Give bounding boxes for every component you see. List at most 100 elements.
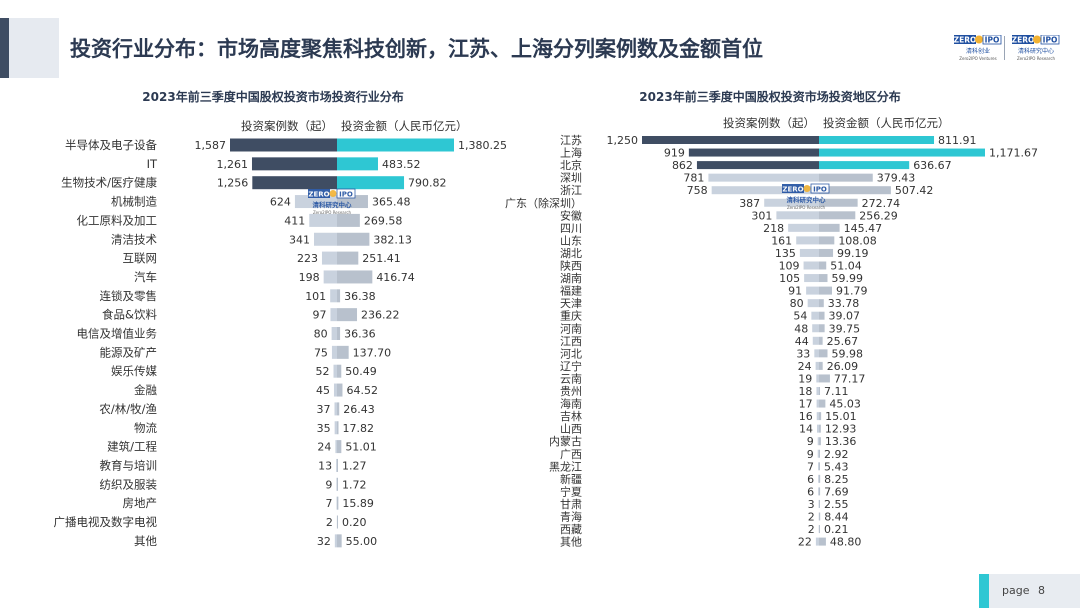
count-value-label: 2: [326, 516, 333, 529]
amount-value-label: 12.93: [825, 423, 857, 436]
amount-bar: [819, 474, 821, 483]
svg-text:ZERO: ZERO: [1012, 36, 1035, 45]
category-label: 北京: [560, 158, 582, 172]
count-value-label: 3: [808, 498, 815, 511]
category-label: 广东（除深圳）: [505, 196, 582, 210]
amount-bar: [819, 525, 820, 534]
watermark-mark-a-box: [782, 184, 804, 193]
amount-bar: [819, 136, 935, 144]
chart-title: 2023年前三季度中国股权投资市场投资地区分布: [639, 89, 900, 104]
count-bar: [788, 223, 819, 232]
amount-value-label: 0.20: [342, 516, 367, 529]
count-value-label: 54: [793, 310, 807, 323]
count-bar: [230, 138, 337, 152]
amount-value-label: 251.41: [362, 252, 401, 265]
amount-bar: [337, 251, 359, 265]
count-value-label: 35: [317, 422, 331, 435]
amount-bar: [819, 424, 821, 433]
count-bar: [321, 251, 337, 265]
category-label: 西藏: [560, 523, 582, 536]
count-bar: [818, 474, 820, 483]
count-value-label: 45: [316, 384, 330, 397]
count-bar: [334, 534, 337, 548]
amount-value-label: 379.43: [877, 172, 916, 185]
count-value-label: 2: [808, 523, 815, 536]
count-value-label: 341: [289, 233, 310, 246]
amount-bar: [819, 336, 823, 345]
category-label: 内蒙古: [549, 434, 582, 448]
category-label: 海南: [560, 397, 582, 411]
amount-bar: [337, 458, 338, 472]
category-label: 食品&饮料: [102, 308, 157, 322]
amount-bar: [819, 487, 821, 496]
category-label: 新疆: [560, 472, 582, 486]
zero2ipo-ventures-logo: ZERO IPO 清科创业 Zero2IPO Ventures: [954, 35, 1002, 61]
count-bar: [711, 186, 819, 195]
amount-value-label: 26.43: [343, 403, 375, 416]
amount-value-label: 91.79: [836, 285, 868, 298]
count-bar: [314, 232, 337, 246]
count-value-label: 624: [270, 196, 291, 209]
amount-bar: [337, 421, 339, 435]
count-bar: [333, 364, 337, 378]
amount-value-label: 15.01: [825, 410, 857, 423]
watermark-name: 清科研究中心: [787, 195, 827, 204]
amount-bar: [337, 534, 342, 548]
category-label: 河南: [560, 322, 582, 335]
amount-bar: [819, 236, 835, 245]
amount-bar: [337, 496, 339, 510]
category-label: 生物技术/医疗健康: [61, 176, 157, 190]
count-value-label: 80: [314, 328, 328, 341]
amount-bar: [819, 499, 820, 508]
watermark-mark-a: ZERO: [782, 186, 803, 194]
amount-value-label: 416.74: [376, 271, 415, 284]
category-label: 广西: [560, 448, 582, 461]
count-value-label: 135: [775, 247, 796, 260]
category-label: 安徽: [560, 208, 582, 222]
count-bar: [330, 308, 337, 322]
count-value-label: 2: [808, 511, 815, 524]
category-label: 建筑/工程: [107, 440, 157, 454]
amount-value-label: 25.67: [827, 335, 859, 348]
amount-value-label: 2.92: [824, 448, 849, 461]
legend-count: 投资案例数（起）: [241, 119, 333, 133]
category-label: 农/林/牧/渔: [99, 402, 157, 416]
count-value-label: 80: [790, 297, 804, 310]
count-value-label: 33: [796, 347, 810, 360]
amount-value-label: 256.29: [859, 209, 898, 222]
count-value-label: 105: [779, 272, 800, 285]
zero2ipo-research-logo: ZERO IPO 清科研究中心 Zero2IPO Research: [1012, 35, 1060, 61]
amount-value-label: 7.11: [824, 385, 849, 398]
count-bar: [330, 289, 337, 303]
amount-value-label: 108.08: [838, 234, 877, 247]
watermark-mark-b: IPO: [339, 191, 353, 199]
watermark-dot: [803, 185, 811, 192]
count-value-label: 1,250: [607, 134, 639, 147]
amount-bar: [337, 402, 340, 416]
amount-bar: [819, 261, 827, 270]
category-label: 上海: [560, 146, 582, 160]
count-bar: [335, 440, 337, 454]
category-label: 浙江: [560, 184, 582, 197]
count-value-label: 301: [751, 209, 772, 222]
count-value-label: 97: [312, 309, 326, 322]
count-bar: [816, 412, 819, 421]
amount-bar: [337, 440, 342, 454]
category-label: 黑龙江: [549, 460, 582, 473]
amount-bar: [819, 211, 856, 220]
amount-value-label: 50.49: [345, 365, 377, 378]
watermark-mark-b: IPO: [813, 186, 827, 194]
amount-value-label: 1,380.25: [458, 139, 507, 152]
count-bar: [817, 424, 819, 433]
watermark-mark-a-box: [308, 189, 330, 198]
amount-value-label: 36.36: [344, 328, 376, 341]
amount-bar: [819, 223, 840, 232]
count-bar: [817, 437, 819, 446]
amount-bar: [819, 299, 824, 308]
count-value-label: 919: [664, 147, 685, 160]
count-bar: [251, 157, 337, 171]
category-label: 吉林: [560, 409, 582, 423]
category-label: IT: [147, 157, 158, 171]
category-label: 福建: [560, 284, 582, 298]
